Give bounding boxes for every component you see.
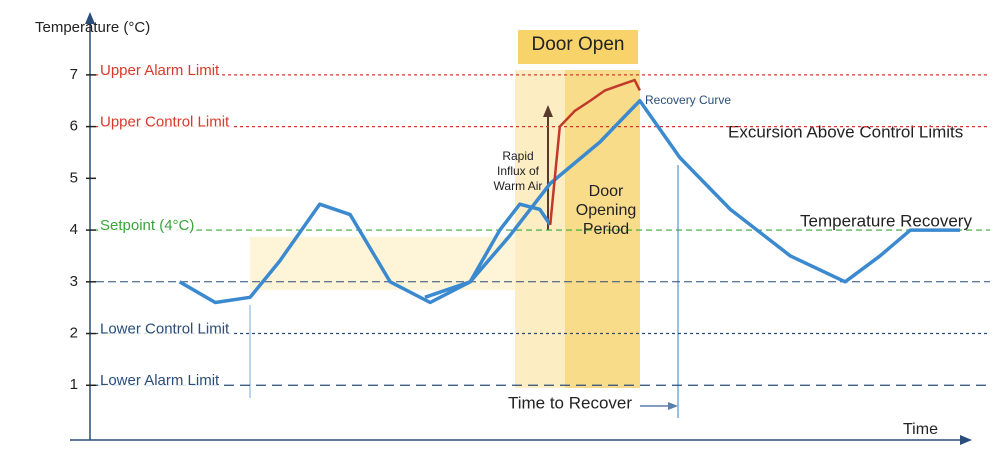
label-bg bbox=[98, 320, 233, 338]
door-open-box bbox=[518, 30, 638, 64]
influx-label: Influx of bbox=[497, 164, 540, 178]
door-open-label: Door Open bbox=[532, 34, 625, 55]
period-label: Door bbox=[589, 183, 624, 200]
y-tick-label: 2 bbox=[70, 325, 78, 342]
y-tick-label: 1 bbox=[70, 376, 78, 393]
x-axis-label: Time bbox=[903, 421, 938, 438]
recovery-note: Temperature Recovery bbox=[800, 211, 972, 230]
series-line bbox=[548, 78, 641, 226]
x-arrow bbox=[960, 435, 972, 445]
series-line bbox=[424, 202, 552, 299]
y-axis-label: Temperature (°C) bbox=[35, 19, 150, 36]
y-tick-label: 6 bbox=[70, 118, 78, 135]
y-tick-label: 4 bbox=[70, 221, 78, 238]
reference-label: Lower Alarm Limit bbox=[100, 372, 220, 389]
reference-label: Upper Alarm Limit bbox=[100, 62, 220, 79]
label-bg bbox=[98, 372, 223, 390]
period-label: Opening bbox=[576, 202, 637, 219]
recover-arrowhead bbox=[668, 402, 678, 410]
reference-label: Upper Control Limit bbox=[100, 114, 230, 131]
period-label: Period bbox=[583, 221, 629, 238]
y-arrow bbox=[85, 12, 95, 24]
y-tick-label: 3 bbox=[70, 273, 78, 290]
excursion-label: Excursion Above Control Limits bbox=[728, 122, 963, 141]
label-bg bbox=[98, 217, 197, 235]
reference-label: Lower Control Limit bbox=[100, 321, 230, 338]
time-to-recover: Time to Recover bbox=[508, 393, 632, 412]
y-tick-label: 7 bbox=[70, 66, 78, 83]
y-tick-label: 5 bbox=[70, 169, 78, 186]
door-period-shade bbox=[565, 70, 640, 388]
recovery-label: Recovery Curve bbox=[645, 93, 731, 107]
influx-label: Rapid bbox=[502, 149, 533, 163]
series-line bbox=[178, 98, 960, 305]
label-bg bbox=[98, 113, 233, 131]
reference-label: Setpoint (4°C) bbox=[100, 217, 194, 234]
label-bg bbox=[98, 61, 223, 79]
influx-arrowhead bbox=[543, 105, 553, 117]
influx-label: Warm Air bbox=[494, 179, 543, 193]
